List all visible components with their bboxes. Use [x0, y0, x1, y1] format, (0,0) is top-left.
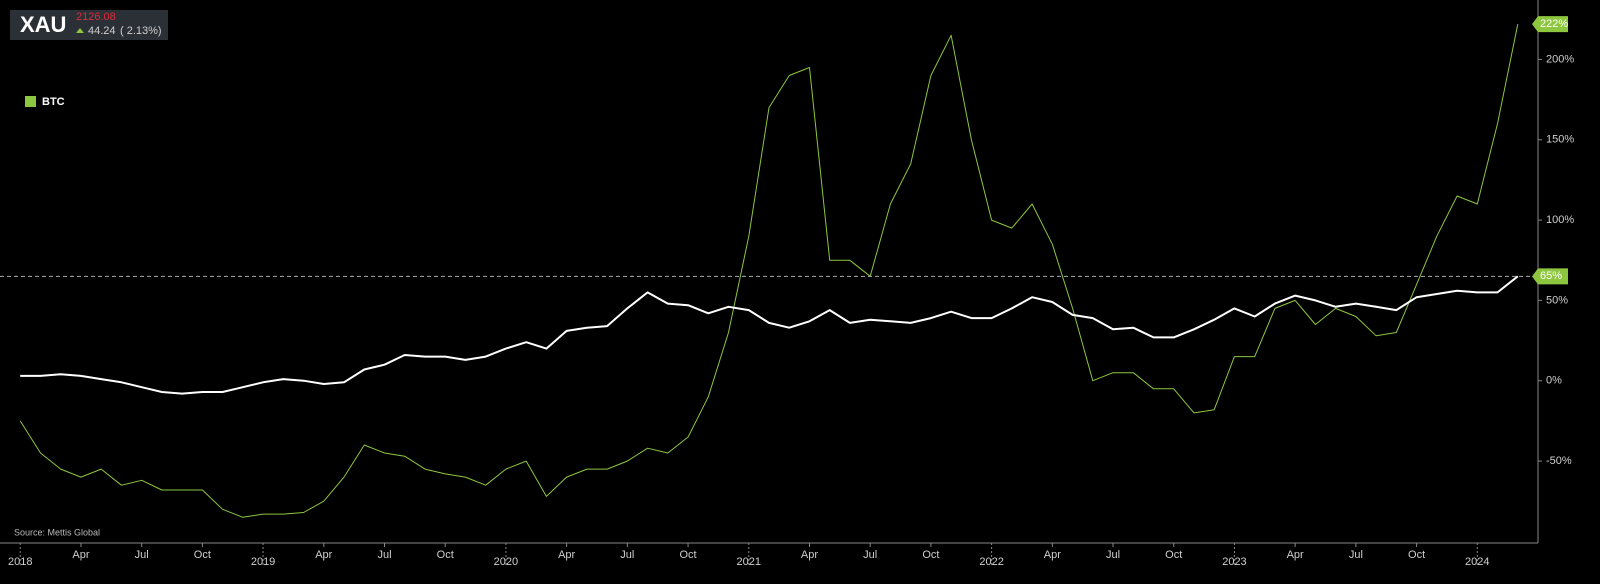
ticker-price: 2126.08: [76, 11, 116, 23]
value-label: 65%: [1540, 270, 1562, 282]
x-tick-label: Apr: [1044, 549, 1061, 561]
x-tick-label: Jul: [620, 549, 634, 561]
up-arrow: [76, 28, 84, 33]
series-line: [20, 275, 1519, 395]
x-tick-label: Jul: [377, 549, 391, 561]
value-label: 222%: [1540, 18, 1568, 30]
source: Source: Mettis Global: [14, 527, 100, 537]
ticker-change-pct: ( 2.13%): [120, 25, 162, 37]
y-tick-label: 150%: [1546, 134, 1574, 146]
value-tag: [1532, 268, 1568, 285]
x-tick-label: Apr: [1287, 549, 1304, 561]
x-tick-label: Jul: [1106, 549, 1120, 561]
x-tick-label: Apr: [72, 549, 89, 561]
ticker-box: [10, 10, 168, 40]
x-tick-label: 2018: [8, 556, 32, 568]
x-tick-label: Apr: [558, 549, 575, 561]
ticker-change: 44.24: [88, 25, 116, 37]
x-tick-label: Oct: [437, 549, 454, 561]
legend-label: BTC: [42, 96, 65, 108]
x-tick-label: Oct: [679, 549, 696, 561]
x-tick-label: 2022: [979, 556, 1003, 568]
x-tick-label: Oct: [1165, 549, 1182, 561]
y-tick-label: -50%: [1546, 455, 1572, 467]
x-tick-label: Oct: [1408, 549, 1425, 561]
x-tick-label: 2020: [494, 556, 518, 568]
y-tick-label: 100%: [1546, 214, 1574, 226]
y-tick-label: 50%: [1546, 294, 1568, 306]
x-tick-label: Jul: [135, 549, 149, 561]
legend-swatch: [25, 96, 36, 107]
x-tick-label: Jul: [1349, 549, 1363, 561]
x-tick-label: 2024: [1465, 556, 1489, 568]
x-tick-label: Jul: [863, 549, 877, 561]
x-tick-label: 2021: [737, 556, 761, 568]
y-tick-label: 0%: [1546, 375, 1562, 387]
x-tick-label: Oct: [194, 549, 211, 561]
x-tick-label: Apr: [801, 549, 818, 561]
x-tick-label: Oct: [922, 549, 939, 561]
series-line: [19, 24, 1519, 518]
value-tag: [1532, 16, 1568, 33]
ticker-symbol: XAU: [20, 12, 66, 37]
x-tick-label: 2023: [1222, 556, 1246, 568]
x-tick-label: Apr: [315, 549, 332, 561]
x-tick-label: 2019: [251, 556, 275, 568]
y-tick-label: 200%: [1546, 53, 1574, 65]
